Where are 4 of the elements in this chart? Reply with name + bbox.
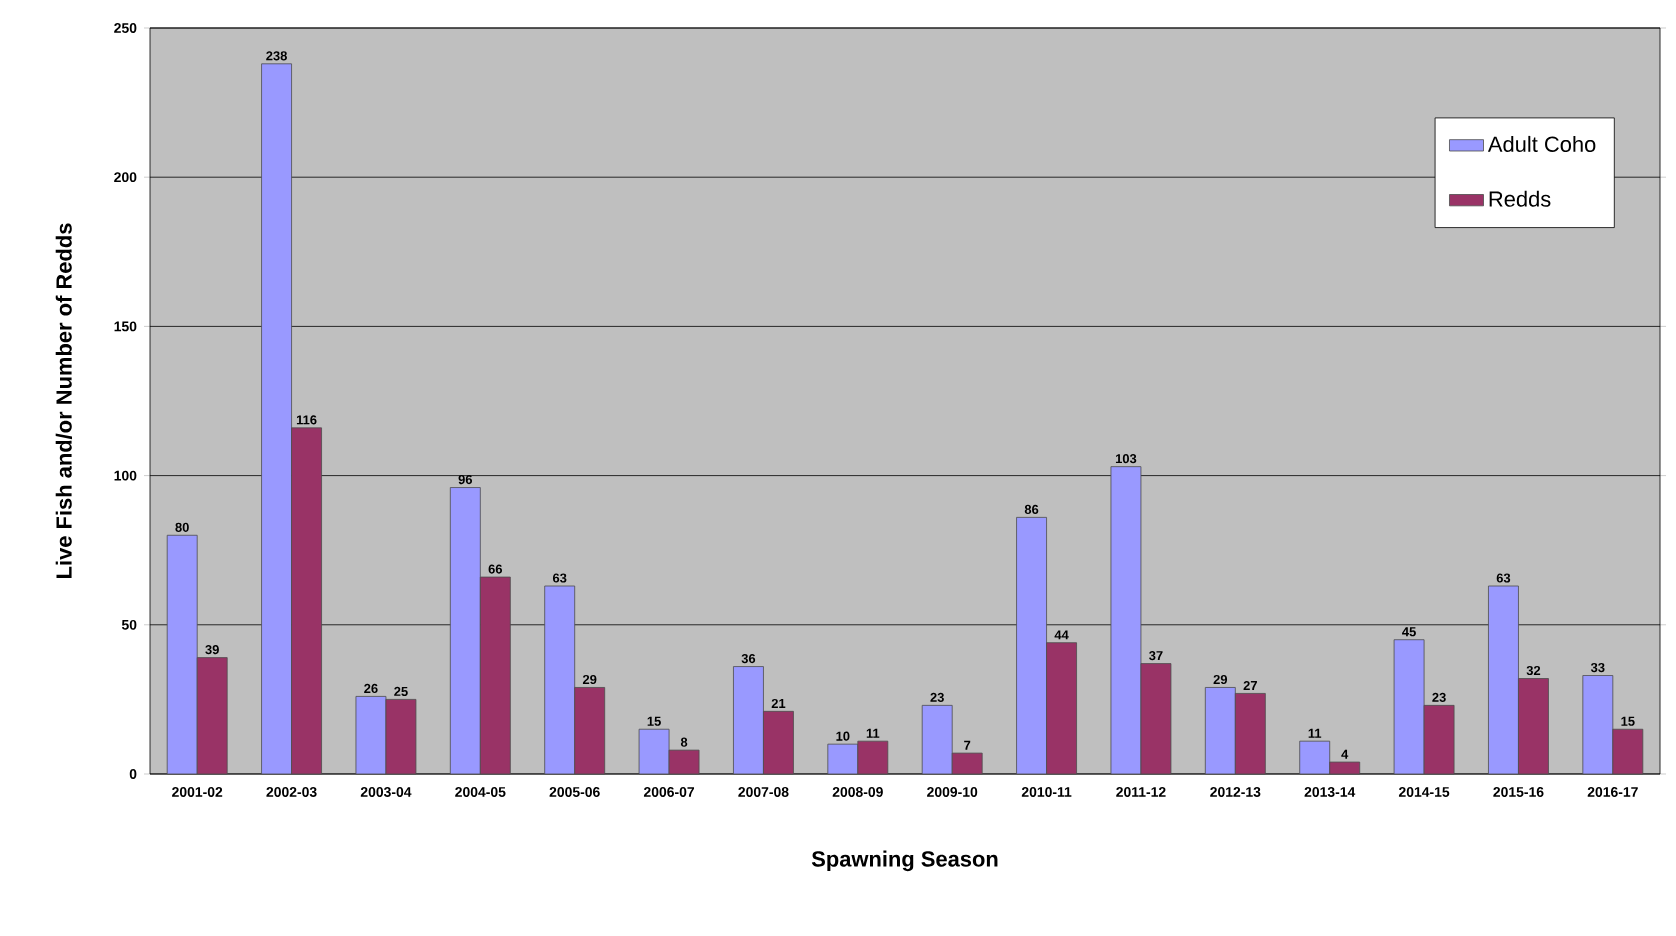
legend-label: Redds bbox=[1489, 190, 1551, 207]
legend-label: Adult Coho bbox=[1487, 135, 1596, 152]
x-axis-title: Spawning Season bbox=[811, 850, 998, 872]
y-axis-title: Live Fish and/or Number of Redds bbox=[55, 223, 73, 578]
